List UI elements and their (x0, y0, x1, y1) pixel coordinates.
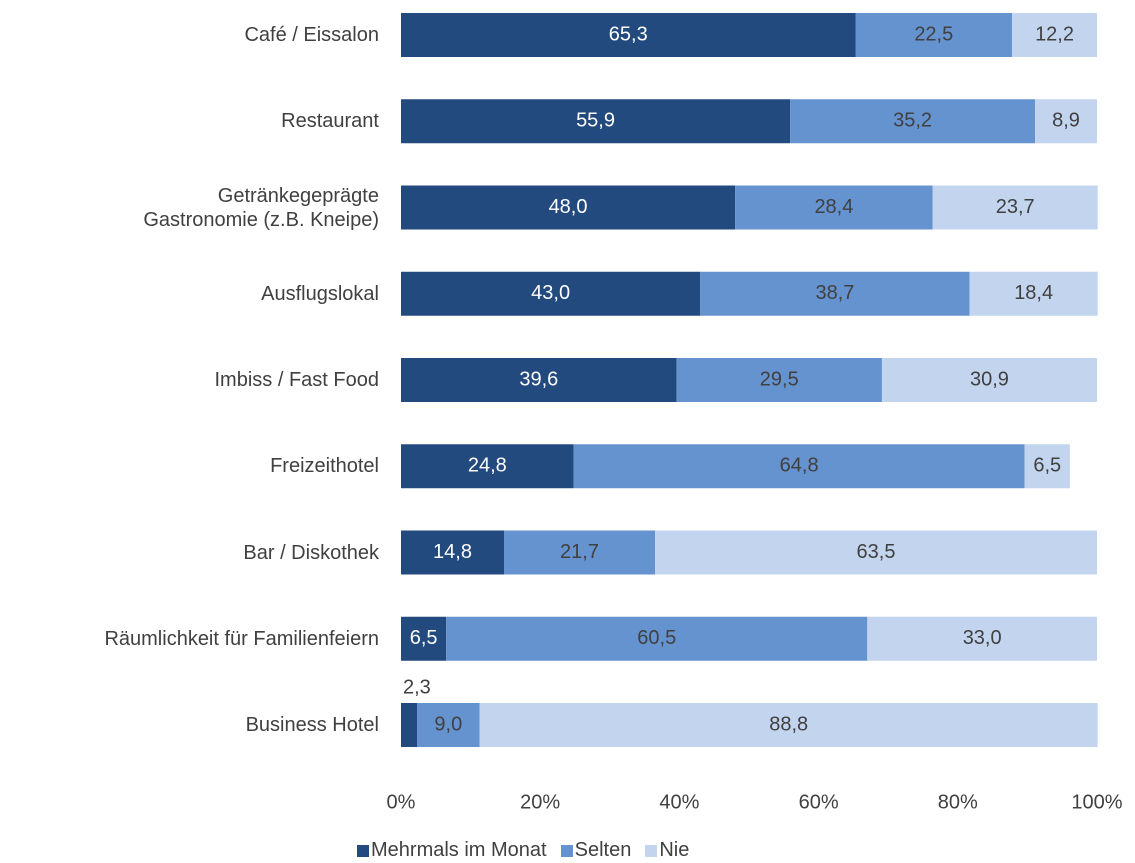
bar-segment (881, 358, 1097, 402)
data-label: 24,8 (468, 455, 507, 477)
bar-segment (401, 616, 447, 661)
category-label: Räumlichkeit für Familienfeiern (104, 627, 379, 650)
bar-segment (401, 358, 677, 402)
bar-segment (446, 616, 868, 661)
bar-segment (867, 616, 1097, 661)
data-label: 23,7 (996, 196, 1035, 218)
data-label: 88,8 (769, 713, 808, 735)
data-label: 2,3 (403, 676, 431, 698)
category-label: Bar / Diskothek (243, 541, 379, 564)
bar-segment (479, 703, 1098, 747)
legend: Mehrmals im Monat Selten Nie (357, 839, 689, 862)
bar-segment (1035, 99, 1097, 144)
data-label: 60,5 (637, 627, 676, 649)
data-label: 48,0 (549, 196, 588, 218)
category-label: Freizeithotel (270, 455, 379, 478)
data-label: 29,5 (760, 368, 799, 390)
bar-segment (401, 13, 856, 57)
legend-swatch (357, 844, 369, 857)
bar-segment (700, 271, 970, 316)
data-label: 39,6 (519, 368, 558, 390)
data-label: 12,2 (1035, 23, 1074, 45)
data-label: 8,9 (1052, 110, 1080, 132)
bar-segment (676, 358, 882, 402)
legend-item: Selten (560, 839, 632, 862)
bar-segment (504, 530, 656, 575)
category-label: Imbiss / Fast Food (214, 369, 380, 391)
x-tick-label: 60% (799, 791, 839, 813)
data-label: 63,5 (857, 541, 896, 563)
data-label: 33,0 (963, 627, 1002, 649)
x-tick-label: 100% (1071, 791, 1122, 813)
bar-segment (401, 530, 505, 575)
bar-segment (855, 13, 1013, 57)
bar-segment (401, 185, 736, 230)
data-label: 6,5 (410, 627, 438, 649)
data-label: 21,7 (560, 541, 599, 563)
x-tick-label: 40% (659, 791, 699, 813)
x-tick-label: 20% (520, 791, 560, 813)
bar-segment (1024, 444, 1070, 489)
data-label: 9,0 (434, 713, 462, 735)
bar-segment (417, 703, 480, 747)
data-label: 64,8 (780, 455, 819, 477)
bar-segment (401, 444, 574, 489)
legend-swatch (560, 844, 573, 857)
bar-segment (401, 703, 418, 747)
category-label: Café / Eissalon (244, 24, 379, 46)
data-label: 28,4 (814, 196, 853, 218)
category-label: Business Hotel (245, 714, 379, 736)
category-label: Ausflugslokal (261, 282, 379, 305)
bar-segment (655, 530, 1097, 575)
data-label: 35,2 (893, 110, 932, 132)
data-label: 22,5 (914, 23, 953, 45)
bar-segment (573, 444, 1025, 489)
bar-segment (1012, 13, 1097, 57)
data-label: 65,3 (609, 23, 648, 45)
bar-segment (401, 99, 791, 144)
legend-item: Mehrmals im Monat (357, 839, 547, 862)
legend-label: Nie (659, 839, 690, 861)
x-tick-label: 0% (387, 791, 416, 813)
bar-segment (790, 99, 1036, 144)
data-label: 14,8 (433, 541, 472, 563)
bar-segment (969, 271, 1098, 316)
bar-segment (932, 185, 1098, 230)
data-label: 18,4 (1014, 282, 1053, 304)
data-label: 55,9 (576, 110, 615, 132)
category-label: Restaurant (281, 110, 379, 133)
legend-label: Mehrmals im Monat (371, 839, 547, 861)
data-label: 6,5 (1033, 455, 1061, 477)
data-label: 38,7 (815, 282, 854, 304)
legend-label: Selten (574, 839, 632, 861)
data-label: 30,9 (970, 368, 1009, 390)
bar-segment (735, 185, 933, 230)
category-label: Getränkegeprägte Gastronomie (z.B. Kneip… (143, 184, 379, 231)
legend-item: Nie (645, 839, 689, 862)
data-label: 43,0 (531, 282, 570, 304)
bar-segment (401, 271, 701, 316)
x-tick-label: 80% (938, 791, 978, 813)
legend-swatch (645, 844, 658, 857)
